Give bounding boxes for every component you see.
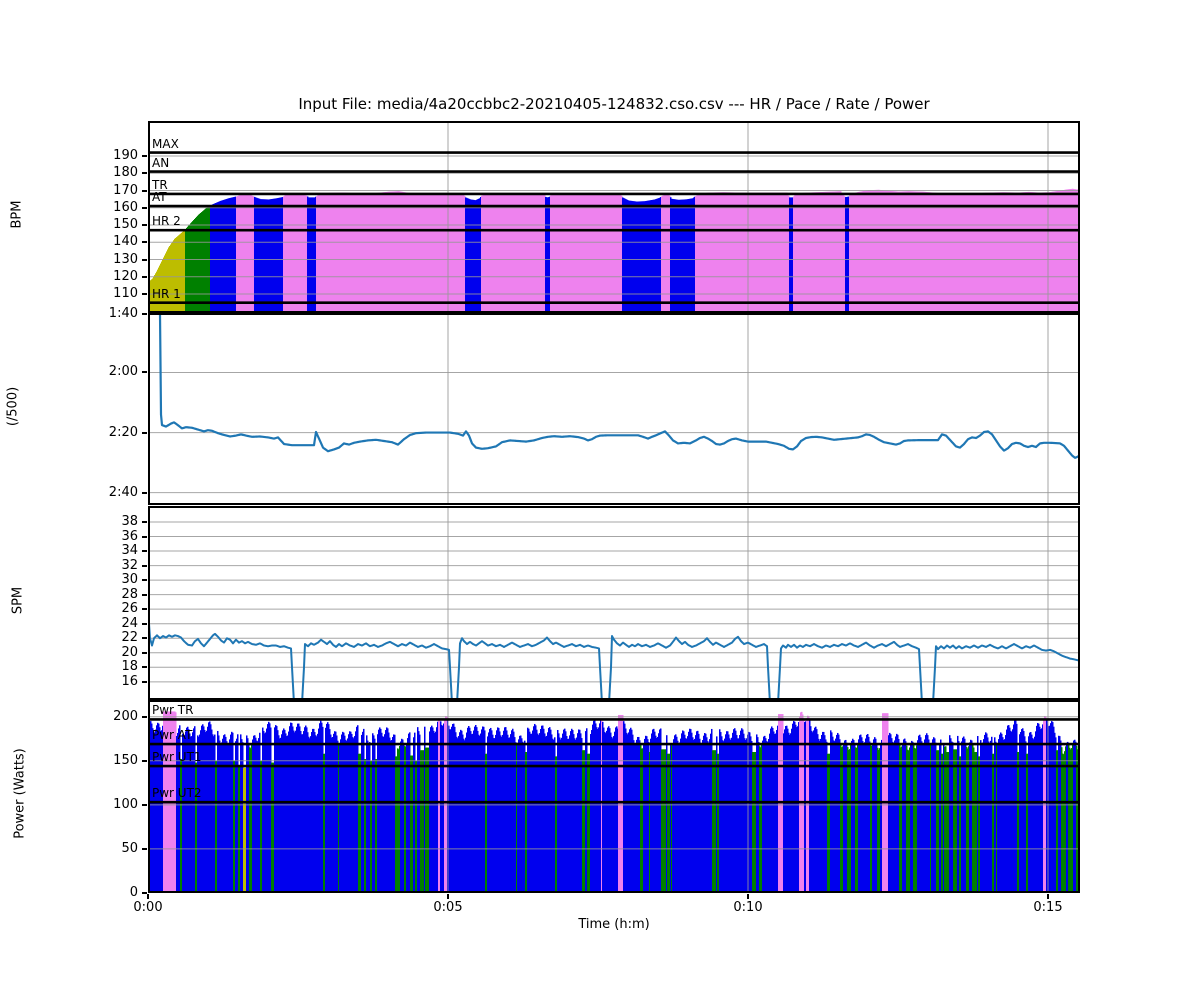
power-zone-label-pwr-ut1: Pwr UT1 xyxy=(152,750,202,765)
spm-ytickmark xyxy=(142,564,147,567)
hr-ytick-120: 120 xyxy=(113,268,138,284)
hr-ytickmark xyxy=(142,189,147,192)
spm-ytickmark xyxy=(142,535,147,538)
power-ytick-200: 200 xyxy=(113,708,138,724)
hr-ytick-170: 170 xyxy=(113,182,138,198)
power-ytickmark xyxy=(142,759,147,762)
spm-ytickmark xyxy=(142,622,147,625)
power-zone-label-pwr-at: Pwr AT xyxy=(152,728,193,743)
hr-zone-label-at: AT xyxy=(152,190,167,205)
spm-ytick-36: 36 xyxy=(121,528,138,544)
pace-ytick-2:20: 2:20 xyxy=(108,424,138,440)
power-ytick-50: 50 xyxy=(121,840,138,856)
hr-ytick-160: 160 xyxy=(113,199,138,215)
spm-ytickmark xyxy=(142,550,147,553)
spm-ytick-34: 34 xyxy=(121,543,138,559)
pace-ytickmark xyxy=(142,312,147,315)
hr-subplot xyxy=(148,121,1080,313)
time-xtick-0:05: 0:05 xyxy=(433,900,463,915)
hr-ytick-150: 150 xyxy=(113,217,138,233)
time-xtickmark xyxy=(447,894,449,899)
hr-ytick-190: 190 xyxy=(113,148,138,164)
spm-ytickmark xyxy=(142,579,147,582)
hr-ytickmark xyxy=(142,206,147,209)
pace-ytick-2:00: 2:00 xyxy=(108,364,138,380)
spm-ytick-26: 26 xyxy=(121,601,138,617)
power-ytickmark xyxy=(142,892,147,894)
hr-ytickmark xyxy=(142,258,147,261)
spm-ytickmark xyxy=(142,666,147,669)
pace-ytick-2:40: 2:40 xyxy=(108,484,138,500)
spm-subplot xyxy=(148,506,1080,700)
spm-ytickmark xyxy=(142,637,147,640)
spm-ytick-20: 20 xyxy=(121,644,138,660)
power-ytickmark xyxy=(142,847,147,850)
power-axis-label: Power (Watts) xyxy=(12,748,28,839)
hr-ytick-130: 130 xyxy=(113,251,138,267)
spm-ytick-30: 30 xyxy=(121,572,138,588)
pace-plot-canvas xyxy=(148,313,1080,505)
spm-ytick-32: 32 xyxy=(121,557,138,573)
hr-ytickmark xyxy=(142,275,147,278)
hr-plot-canvas xyxy=(148,121,1080,313)
power-zone-label-pwr-tr: Pwr TR xyxy=(152,703,194,718)
hr-zone-label-an: AN xyxy=(152,155,170,170)
spm-ytickmark xyxy=(142,608,147,611)
spm-ytick-16: 16 xyxy=(121,673,138,689)
spm-axis-label: SPM xyxy=(10,586,26,615)
hr-zone-label-tr: TR xyxy=(152,177,168,192)
chart-title: Input File: media/4a20ccbbc2-20210405-12… xyxy=(298,95,930,113)
hr-ytick-140: 140 xyxy=(113,234,138,250)
hr-ytickmark xyxy=(142,241,147,244)
power-ytick-0: 0 xyxy=(129,885,138,900)
spm-ytick-22: 22 xyxy=(121,630,138,646)
time-xtick-0:00: 0:00 xyxy=(133,900,163,915)
hr-zone-label-max: MAX xyxy=(152,136,179,151)
spm-ytick-24: 24 xyxy=(121,615,138,631)
hr-zone-label-hr-1: HR 1 xyxy=(152,286,181,301)
pace-axis-label: (/500) xyxy=(5,386,21,427)
spm-ytick-38: 38 xyxy=(121,513,138,529)
power-ytickmark xyxy=(142,803,147,806)
power-ytick-150: 150 xyxy=(113,752,138,768)
spm-ytick-28: 28 xyxy=(121,586,138,602)
pace-subplot xyxy=(148,313,1080,505)
hr-ytickmark xyxy=(142,172,147,175)
spm-ytickmark xyxy=(142,593,147,596)
hr-ytickmark xyxy=(142,155,147,158)
hr-ytickmark xyxy=(142,293,147,296)
power-zone-label-pwr-ut2: Pwr UT2 xyxy=(152,786,202,801)
hr-zone-label-hr-2: HR 2 xyxy=(152,214,181,229)
pace-ytickmark xyxy=(142,431,147,434)
time-xtickmark xyxy=(1047,894,1049,899)
spm-ytickmark xyxy=(142,520,147,523)
pace-ytickmark xyxy=(142,371,147,374)
hr-ytick-110: 110 xyxy=(113,286,138,302)
spm-ytickmark xyxy=(142,651,147,654)
time-axis-label: Time (h:m) xyxy=(578,917,650,932)
hr-axis-label: BPM xyxy=(9,200,25,229)
spm-ytick-18: 18 xyxy=(121,659,138,675)
pace-ytickmark xyxy=(142,491,147,494)
time-xtick-0:15: 0:15 xyxy=(1033,900,1063,915)
hr-ytickmark xyxy=(142,224,147,227)
hr-ytick-180: 180 xyxy=(113,165,138,181)
time-xtickmark xyxy=(747,894,749,899)
time-xtickmark xyxy=(147,894,149,899)
spm-ytickmark xyxy=(142,680,147,683)
spm-plot-canvas xyxy=(148,506,1080,700)
power-ytick-100: 100 xyxy=(113,796,138,812)
power-subplot xyxy=(148,700,1080,893)
time-xtick-0:10: 0:10 xyxy=(733,900,763,915)
power-plot-canvas xyxy=(148,700,1080,893)
power-ytickmark xyxy=(142,715,147,718)
pace-ytick-1:40: 1:40 xyxy=(108,305,138,321)
